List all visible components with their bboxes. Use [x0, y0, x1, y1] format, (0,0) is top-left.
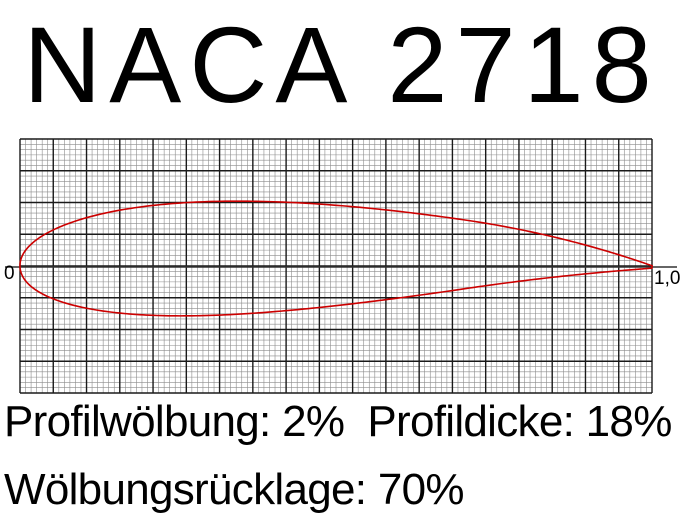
svg-text:1,0: 1,0 — [654, 268, 680, 289]
svg-text:0: 0 — [4, 263, 15, 284]
